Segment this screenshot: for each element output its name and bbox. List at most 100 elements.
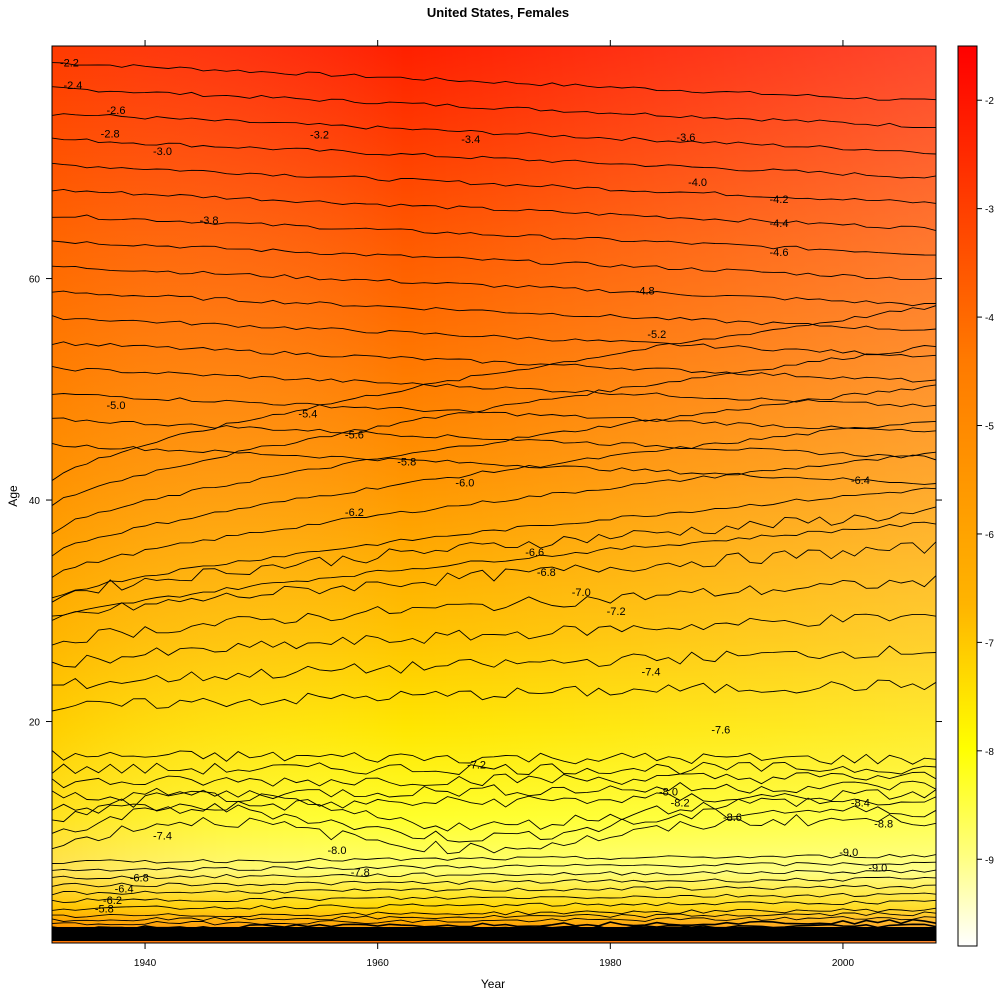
contour-label: -2.8 — [101, 128, 120, 140]
contour-label: -5.4 — [298, 409, 317, 421]
plot-frame — [51, 45, 937, 944]
contour-label: -7.6 — [711, 724, 730, 736]
contour-label: -3.8 — [200, 215, 219, 227]
contour-label: -7.2 — [467, 760, 486, 772]
x-tick-label: 1940 — [134, 958, 157, 969]
contour-labels: -2.2 -2.4 -2.6 -2.8 -3.0 -3.2 -3.4 -3.6 -4.0 -4.2… — [60, 58, 893, 916]
colorbar-tick-label: -5 — [985, 422, 994, 433]
contour-label: -5.6 — [345, 430, 364, 442]
contour-label: -4.8 — [636, 286, 655, 298]
colorbar-gradient — [957, 45, 978, 947]
contour-line — [52, 771, 936, 789]
contour-label: -9.0 — [839, 847, 858, 859]
contour-line — [52, 442, 936, 485]
contour-line — [52, 384, 936, 535]
contour-line — [52, 290, 936, 331]
contour-label: -6.2 — [345, 507, 364, 519]
contour-line — [52, 451, 936, 578]
contour-line — [52, 86, 936, 129]
contour-line — [52, 613, 936, 668]
y-tick-label: 40 — [29, 496, 41, 507]
contour-line — [52, 393, 936, 433]
contour-line — [52, 876, 936, 888]
contour-label: -8.0 — [327, 845, 346, 857]
x-tick-label: 1960 — [367, 958, 390, 969]
contour-label: -5.8 — [397, 456, 416, 468]
plot-area: -2.2 -2.4 -2.6 -2.8 -3.0 -3.2 -3.4 -3.6 -4.0 -4.2… — [51, 45, 937, 944]
contour-band-base — [52, 927, 936, 941]
colorbar-tick-label: -3 — [985, 205, 994, 216]
contour-label: -7.4 — [153, 831, 172, 843]
contour-line — [52, 240, 936, 281]
contour-label: -5.0 — [106, 400, 125, 412]
contour-label: -6.4 — [115, 884, 134, 896]
contour-line — [52, 188, 936, 232]
contour-line — [52, 575, 936, 646]
x-axis-label: Year — [481, 977, 505, 991]
colorbar-tick-label: -6 — [985, 530, 994, 541]
contour-label: -4.0 — [688, 177, 707, 189]
chart-title: United States, Females — [427, 5, 569, 20]
contour-label: -6.8 — [130, 873, 149, 885]
contour-label: -8.8 — [874, 818, 893, 830]
contour-line — [52, 679, 936, 712]
contour-label: -2.4 — [63, 80, 82, 92]
colorbar-ticks: -2 -3 -4 -5 -6 -7 -8 -9 — [977, 96, 994, 866]
contour-label: -7.4 — [642, 667, 661, 679]
y-axis: 20 40 60 — [29, 275, 942, 729]
contour-line — [52, 750, 936, 765]
contour-line — [52, 645, 936, 690]
x-axis: 1940 1960 1980 2000 — [134, 40, 855, 969]
x-tick-label: 2000 — [832, 958, 855, 969]
contour-line — [52, 417, 936, 461]
contour-line — [52, 420, 936, 557]
contour-line — [52, 341, 936, 383]
contour-line — [52, 541, 936, 617]
contour-line — [52, 869, 936, 880]
contour-line — [52, 854, 936, 864]
plot-background-shade — [52, 46, 936, 943]
contour-label: -8.0 — [659, 786, 678, 798]
contour-line — [52, 916, 936, 926]
contour-label: -4.6 — [769, 247, 788, 259]
contour-line — [52, 861, 936, 872]
contour-line — [52, 899, 936, 911]
contour-line — [52, 789, 936, 814]
contour-line — [52, 487, 936, 599]
x-tick-label: 1980 — [599, 958, 622, 969]
y-axis-label: Age — [6, 485, 20, 507]
contour-label: -3.4 — [461, 134, 480, 146]
y-tick-label: 60 — [29, 275, 41, 286]
contour-label: -3.2 — [310, 130, 329, 142]
contour-line — [52, 214, 936, 256]
y-tick-label: 20 — [29, 718, 41, 729]
contour-label: -5.8 — [95, 904, 114, 916]
contour-label: -4.2 — [769, 194, 788, 206]
contour-label: -8.4 — [851, 797, 870, 809]
contour-label: -7.0 — [572, 587, 591, 599]
colorbar: -2 -3 -4 -5 -6 -7 -8 -9 — [957, 45, 994, 947]
contour-line — [52, 521, 936, 621]
colorbar-tick-label: -9 — [985, 855, 994, 866]
contour-line — [52, 506, 936, 603]
contour-label: -3.6 — [676, 132, 695, 144]
contour-label: -6.0 — [455, 477, 474, 489]
colorbar-tick-label: -7 — [985, 638, 994, 649]
contour-label: -9.0 — [868, 863, 887, 875]
contour-label: -6.8 — [537, 567, 556, 579]
contour-label: -6.6 — [525, 547, 544, 559]
contour-line — [52, 884, 936, 896]
contour-label: -7.8 — [351, 867, 370, 879]
contour-line — [52, 803, 936, 843]
contour-label: -2.6 — [106, 105, 125, 117]
contour-line — [52, 892, 936, 904]
contour-line — [52, 305, 936, 481]
contour-line — [52, 62, 936, 101]
contour-line — [52, 813, 936, 855]
contour-label: -5.2 — [647, 329, 666, 341]
contour-line — [52, 761, 936, 775]
contour-lines — [52, 62, 936, 938]
contour-line — [52, 907, 936, 918]
contour-line — [52, 911, 936, 922]
